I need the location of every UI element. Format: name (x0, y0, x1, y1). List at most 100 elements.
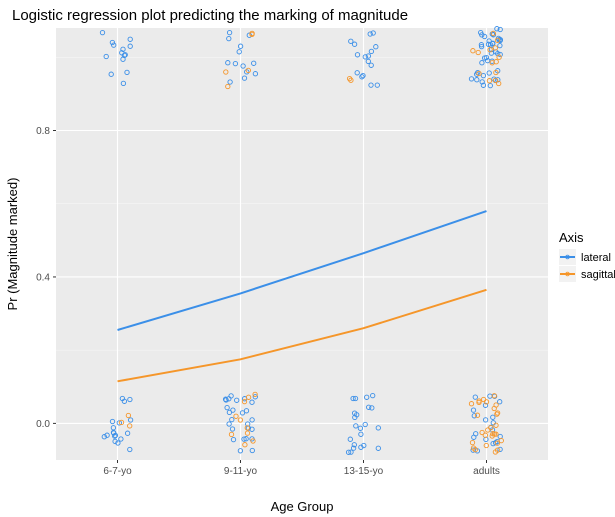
legend-title: Axis (559, 230, 584, 245)
data-point-sagittal (493, 69, 499, 76)
data-point-sagittal (223, 69, 229, 75)
data-point-lateral (375, 425, 381, 431)
data-point-lateral (497, 399, 503, 405)
data-point-lateral (240, 63, 246, 69)
data-point-lateral (348, 449, 354, 455)
data-point-lateral (486, 70, 492, 76)
data-point-lateral (241, 75, 248, 81)
data-point-lateral (479, 60, 485, 66)
y-tick-label: 0.8 (36, 126, 50, 137)
data-point-lateral (350, 445, 357, 451)
data-point-sagittal (241, 398, 248, 405)
regression-lines (117, 210, 487, 383)
data-point-lateral (494, 26, 500, 32)
data-point-sagittal (494, 411, 500, 417)
data-point-lateral (360, 72, 366, 79)
legend-key-point-sagittal (565, 271, 570, 277)
data-point-lateral (358, 444, 364, 450)
data-point-lateral (111, 42, 117, 48)
data-point-sagittal (245, 67, 251, 74)
data-point-lateral (237, 448, 244, 454)
data-point-lateral (352, 395, 359, 402)
data-point-lateral (373, 44, 379, 50)
data-point-sagittal (118, 419, 125, 426)
data-point-lateral (495, 77, 501, 83)
data-point-lateral (365, 53, 372, 59)
data-point-sagittal (475, 49, 481, 56)
data-point-sagittal (493, 59, 499, 65)
data-point-lateral (230, 407, 236, 413)
data-point-lateral (353, 423, 359, 429)
data-point-lateral (478, 29, 484, 36)
data-point-lateral (103, 53, 109, 60)
data-point-lateral (118, 436, 124, 442)
data-point-lateral (478, 42, 485, 48)
data-point-lateral (472, 394, 478, 400)
data-point-lateral (358, 431, 364, 437)
data-point-sagittal (493, 402, 499, 408)
data-point-sagittal (490, 431, 496, 437)
data-point-lateral (227, 79, 233, 85)
data-point-lateral (486, 38, 492, 44)
data-point-lateral (225, 60, 231, 66)
data-point-lateral (112, 433, 118, 439)
data-point-sagittal (249, 30, 255, 37)
legend-label-lateral: lateral (581, 252, 611, 264)
data-point-lateral (481, 33, 488, 40)
data-point-lateral (367, 31, 373, 37)
data-point-lateral (116, 420, 122, 426)
data-point-sagittal (494, 440, 501, 446)
data-point-sagittal (483, 399, 490, 405)
x-tick-label: 9-11-yo (224, 466, 258, 477)
data-point-sagittal (348, 77, 354, 83)
data-point-lateral (119, 50, 125, 56)
data-point-sagittal (228, 431, 235, 438)
data-point-lateral (497, 42, 503, 49)
data-point-lateral (127, 417, 134, 423)
data-point-sagittal (245, 394, 252, 400)
x-tick-label: 13-15-yo (344, 466, 384, 477)
data-point-lateral (479, 79, 485, 85)
data-points (99, 26, 504, 455)
data-point-lateral (251, 60, 257, 66)
data-point-lateral (474, 77, 480, 83)
data-point-lateral (468, 76, 475, 82)
data-point-lateral (223, 397, 229, 403)
data-point-lateral (241, 436, 247, 442)
legend-key-point-lateral (565, 254, 570, 260)
data-point-lateral (104, 432, 110, 438)
data-point-sagittal (492, 449, 499, 455)
data-point-sagittal (492, 45, 498, 51)
data-point-lateral (237, 43, 244, 49)
data-point-lateral (497, 51, 503, 58)
data-point-lateral (249, 417, 255, 423)
data-point-lateral (110, 425, 117, 431)
data-point-sagittal (244, 425, 250, 431)
grid-lines (56, 28, 548, 460)
data-point-sagittal (486, 78, 493, 84)
data-point-sagittal (476, 398, 482, 404)
chart-title: Logistic regression plot predicting the … (12, 7, 408, 24)
data-point-lateral (127, 446, 133, 453)
data-point-sagittal (491, 393, 497, 399)
data-point-sagittal (469, 439, 476, 446)
data-point-sagittal (250, 438, 256, 444)
data-point-sagittal (468, 401, 475, 407)
data-point-lateral (359, 74, 365, 80)
data-point-lateral (487, 82, 493, 89)
data-point-lateral (473, 431, 479, 437)
data-point-lateral (234, 397, 240, 403)
data-point-lateral (368, 48, 375, 55)
data-point-sagittal (482, 432, 488, 438)
data-point-sagittal (483, 442, 489, 449)
data-point-lateral (230, 436, 237, 443)
data-point-lateral (226, 29, 233, 36)
data-point-lateral (489, 40, 496, 47)
data-point-lateral (374, 82, 380, 88)
data-point-lateral (375, 445, 381, 451)
data-point-lateral (345, 449, 352, 455)
data-point-lateral (108, 71, 114, 77)
data-point-lateral (109, 418, 116, 425)
data-point-lateral (482, 417, 489, 423)
data-point-lateral (369, 405, 375, 411)
